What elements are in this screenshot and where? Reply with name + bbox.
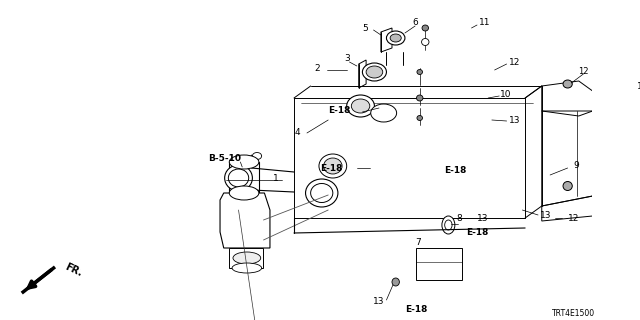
Ellipse shape — [362, 63, 387, 81]
Ellipse shape — [228, 169, 249, 187]
Ellipse shape — [445, 220, 452, 230]
Ellipse shape — [233, 252, 260, 264]
Ellipse shape — [371, 104, 397, 122]
Text: 7: 7 — [415, 237, 420, 246]
Polygon shape — [229, 162, 259, 193]
Text: E-18: E-18 — [405, 306, 428, 315]
Ellipse shape — [387, 31, 405, 45]
Ellipse shape — [422, 38, 429, 45]
Text: 13: 13 — [540, 211, 551, 220]
Ellipse shape — [563, 181, 572, 190]
Text: E-18: E-18 — [466, 228, 488, 236]
Polygon shape — [381, 28, 392, 52]
Text: 3: 3 — [344, 53, 349, 62]
Text: 5: 5 — [362, 23, 368, 33]
Ellipse shape — [252, 153, 262, 159]
Text: 12: 12 — [509, 58, 521, 67]
Text: 2: 2 — [314, 63, 320, 73]
Ellipse shape — [229, 155, 259, 169]
Ellipse shape — [229, 186, 259, 200]
Bar — [416, 248, 462, 280]
Text: E-18: E-18 — [328, 106, 351, 115]
Ellipse shape — [390, 34, 401, 42]
Ellipse shape — [232, 263, 262, 273]
Polygon shape — [358, 60, 366, 88]
Text: TRT4E1500: TRT4E1500 — [552, 308, 595, 317]
Text: 6: 6 — [412, 18, 418, 27]
Text: B-5-10: B-5-10 — [208, 154, 241, 163]
Ellipse shape — [392, 278, 399, 286]
Ellipse shape — [225, 165, 252, 191]
Ellipse shape — [417, 116, 422, 121]
Text: 8: 8 — [456, 213, 462, 222]
Text: 10: 10 — [500, 90, 511, 99]
Polygon shape — [220, 193, 270, 248]
Text: 9: 9 — [573, 161, 579, 170]
Text: 12: 12 — [637, 82, 640, 91]
Ellipse shape — [319, 154, 347, 178]
Text: 12: 12 — [568, 213, 579, 222]
Text: 13: 13 — [509, 116, 521, 124]
Text: E-18: E-18 — [320, 164, 342, 172]
Ellipse shape — [563, 80, 572, 88]
Text: FR.: FR. — [63, 262, 83, 278]
Ellipse shape — [305, 179, 338, 207]
Ellipse shape — [366, 66, 383, 78]
Ellipse shape — [324, 158, 342, 174]
Ellipse shape — [417, 95, 423, 101]
Ellipse shape — [442, 216, 455, 234]
Ellipse shape — [417, 69, 422, 75]
Text: E-18: E-18 — [444, 165, 466, 174]
Text: 13: 13 — [373, 298, 385, 307]
Ellipse shape — [310, 183, 333, 203]
Text: 1: 1 — [273, 173, 278, 182]
Text: 11: 11 — [479, 18, 490, 27]
Text: 4: 4 — [295, 127, 301, 137]
Polygon shape — [229, 248, 264, 268]
Ellipse shape — [351, 99, 370, 113]
Text: 13: 13 — [477, 213, 488, 222]
Text: 12: 12 — [578, 67, 589, 76]
Ellipse shape — [422, 25, 429, 31]
Ellipse shape — [347, 95, 374, 117]
